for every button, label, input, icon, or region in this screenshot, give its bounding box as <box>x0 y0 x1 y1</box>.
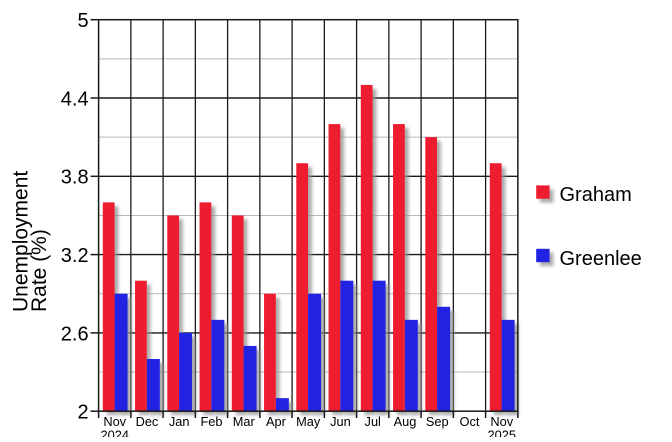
svg-text:Jan: Jan <box>169 414 190 429</box>
svg-text:Feb: Feb <box>200 414 222 429</box>
svg-text:5: 5 <box>77 10 88 32</box>
svg-text:3.2: 3.2 <box>61 245 89 267</box>
svg-text:Rate (%): Rate (%) <box>28 229 51 312</box>
svg-text:Nov: Nov <box>490 414 513 429</box>
svg-text:2.6: 2.6 <box>61 323 89 345</box>
svg-text:Aug: Aug <box>394 414 417 429</box>
svg-text:4.4: 4.4 <box>61 88 89 110</box>
svg-text:Dec: Dec <box>136 414 159 429</box>
svg-text:2: 2 <box>77 402 88 424</box>
svg-text:Oct: Oct <box>460 414 480 429</box>
svg-text:3.8: 3.8 <box>61 167 89 189</box>
svg-text:2025: 2025 <box>487 427 515 437</box>
svg-text:Sep: Sep <box>426 414 449 429</box>
svg-text:Unemployment: Unemployment <box>10 171 33 312</box>
svg-text:Greenlee: Greenlee <box>560 248 642 270</box>
svg-text:May: May <box>296 414 321 429</box>
svg-text:Apr: Apr <box>266 414 287 429</box>
svg-text:Jun: Jun <box>330 414 351 429</box>
svg-text:2024: 2024 <box>100 427 128 437</box>
svg-text:Nov: Nov <box>103 414 126 429</box>
svg-text:Jul: Jul <box>365 414 381 429</box>
svg-text:Graham: Graham <box>560 184 632 206</box>
svg-text:Mar: Mar <box>233 414 256 429</box>
